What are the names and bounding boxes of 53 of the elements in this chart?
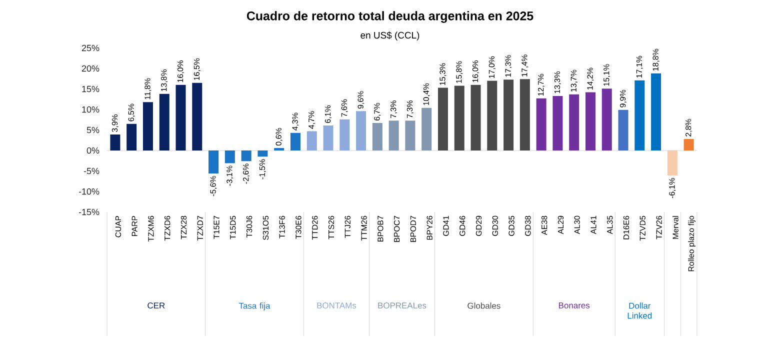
bar [192, 82, 202, 150]
bar [110, 134, 120, 150]
y-tick-label: 10% [82, 106, 100, 113]
text: Dollar Linked [628, 302, 652, 319]
bar [536, 98, 546, 150]
bar [651, 73, 662, 150]
bar [258, 150, 268, 157]
bar [356, 111, 366, 150]
bar [159, 94, 170, 150]
bar [487, 80, 498, 150]
bar [634, 80, 645, 150]
bar [340, 119, 350, 150]
bar [585, 92, 596, 150]
bar [224, 150, 235, 164]
text: Bonares [559, 302, 590, 308]
bar [504, 80, 514, 150]
text: Globales [468, 302, 500, 309]
bar [126, 124, 137, 150]
bar [422, 108, 432, 150]
y-tick-label: -15% [78, 208, 100, 216]
y-tick-label: 25% [82, 44, 100, 52]
bar [176, 84, 186, 150]
y-tick-label: 5% [86, 126, 100, 134]
chart-title: Cuadro de retorno total deuda argentina en 2025 [246, 11, 534, 23]
bar [684, 139, 694, 150]
text: BOPREALes [378, 302, 426, 309]
y-tick-label: 0% [86, 147, 100, 154]
bar [323, 125, 334, 150]
text: CER [148, 302, 165, 309]
text: BONTAMs [317, 302, 356, 309]
bar [552, 96, 563, 150]
bar [388, 120, 399, 150]
bar [142, 102, 153, 150]
chart-subtitle: en US$ (CCL) [360, 32, 420, 40]
y-tick-label: 20% [82, 65, 100, 72]
bar [290, 132, 300, 150]
y-tick-label: -10% [78, 188, 100, 195]
bar [208, 150, 219, 174]
bar [618, 110, 628, 150]
bar [667, 150, 678, 176]
bar [372, 123, 382, 150]
y-tick-label: 15% [82, 86, 100, 92]
y-tick-label: -5% [84, 168, 100, 174]
bar [520, 79, 530, 150]
bar [405, 120, 416, 150]
bar [470, 84, 481, 150]
bar [602, 88, 612, 150]
bar [569, 94, 580, 150]
bar [438, 88, 448, 150]
text: Tasa fija [238, 302, 270, 310]
bar [241, 150, 252, 162]
bar [454, 86, 464, 150]
bar [306, 131, 317, 150]
